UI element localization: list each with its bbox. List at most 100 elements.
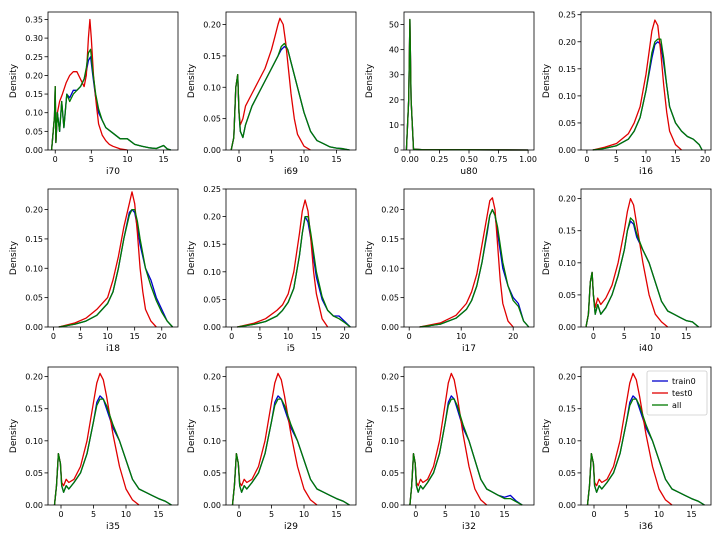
- x-tick-label: 15: [670, 155, 680, 164]
- x-tick-label: 10: [641, 155, 651, 164]
- plot-frame: [580, 11, 712, 151]
- x-axis-label: i40: [639, 344, 653, 354]
- x-tick-label: 0: [591, 332, 596, 341]
- x-tick-label: 0: [591, 510, 596, 519]
- subplot: 0 5 10 15 0.00 0.05 0.10 0.15 0.20 i29 Density: [187, 366, 357, 532]
- plot-frame: [580, 366, 712, 506]
- y-axis-label: Density: [542, 63, 552, 98]
- density-line: [409, 398, 523, 506]
- x-tick-label: 0: [236, 155, 241, 164]
- subplot: 0 5 10 15 0.00 0.05 0.10 0.15 0.20 i40 Density: [542, 188, 712, 354]
- legend-label: train0: [672, 377, 696, 386]
- y-tick-label: 0.10: [203, 83, 221, 92]
- legend-label: test0: [672, 389, 692, 398]
- density-line: [53, 372, 140, 506]
- legend: train0 test0 all: [646, 370, 708, 416]
- x-tick-label: 10: [122, 155, 132, 164]
- y-axis-label: Density: [542, 418, 552, 453]
- x-tick-label: 5: [269, 510, 274, 519]
- y-tick-label: 0.00: [203, 323, 221, 332]
- y-tick-label: 30: [389, 71, 399, 80]
- y-tick-label: 0.20: [558, 195, 576, 204]
- x-tick-label: 20: [157, 332, 167, 341]
- y-tick-label: 0.30: [25, 34, 43, 43]
- x-axis-label: i18: [106, 344, 120, 354]
- subplot: 0 5 10 15 0.00 0.05 0.10 0.15 0.20 i35 Density: [9, 366, 179, 532]
- y-tick-label: 0.00: [558, 501, 576, 510]
- y-axis-label: Density: [9, 418, 19, 453]
- density-line: [405, 18, 529, 151]
- x-tick-label: 0: [53, 155, 58, 164]
- x-tick-label: 0.25: [431, 155, 449, 164]
- y-axis-label: Density: [187, 240, 197, 275]
- x-tick-label: 10: [654, 510, 664, 519]
- y-tick-label: 40: [389, 46, 399, 55]
- density-line: [237, 215, 351, 328]
- x-tick-label: 15: [331, 510, 341, 519]
- subplot: 0.00 0.25 0.50 0.75 1.00 0 10 20 30 40 50 u80 Densit…: [365, 11, 537, 177]
- plot-frame: [580, 188, 712, 328]
- y-tick-label: 0.20: [25, 373, 43, 382]
- x-tick-label: 5: [78, 332, 83, 341]
- x-tick-label: 0: [58, 510, 63, 519]
- y-tick-label: 10: [389, 121, 399, 130]
- y-tick-label: 0.00: [25, 323, 43, 332]
- density-line: [419, 197, 514, 328]
- x-tick-label: 0: [407, 332, 412, 341]
- x-axis-label: i17: [462, 344, 476, 354]
- y-tick-label: 0.15: [203, 405, 221, 414]
- y-tick-label: 0.10: [381, 264, 399, 273]
- x-tick-label: 5: [89, 155, 94, 164]
- plot-frame: [47, 188, 179, 328]
- y-tick-label: 0.10: [558, 92, 576, 101]
- y-tick-label: 0.20: [25, 71, 43, 80]
- subplot: 0 5 10 15 20 0.00 0.05 0.10 0.15 0.20 0.25 i5 Densit…: [187, 185, 357, 354]
- x-tick-label: 5: [614, 155, 619, 164]
- y-tick-label: 0.00: [558, 323, 576, 332]
- density-line: [409, 372, 488, 506]
- y-tick-label: 0.05: [203, 469, 221, 478]
- x-tick-label: 15: [311, 332, 321, 341]
- x-tick-label: 20: [700, 155, 710, 164]
- plot-frame: [225, 366, 357, 506]
- x-axis-label: i16: [639, 167, 653, 177]
- subplot: 0 5 10 15 0.00 0.05 0.10 0.15 0.20 i36 Density trai…: [542, 366, 712, 532]
- plot-frame: [47, 11, 179, 151]
- x-tick-label: 0: [413, 510, 418, 519]
- y-tick-label: 0.20: [381, 373, 399, 382]
- y-tick-label: 0.00: [381, 501, 399, 510]
- density-line: [58, 191, 157, 328]
- density-line: [50, 56, 171, 151]
- x-tick-label: 10: [102, 332, 112, 341]
- y-tick-label: 0.15: [381, 235, 399, 244]
- y-tick-label: 0.10: [25, 437, 43, 446]
- y-tick-label: 0.00: [558, 146, 576, 155]
- y-tick-label: 0.10: [25, 264, 43, 273]
- x-tick-label: 5: [91, 510, 96, 519]
- x-axis-label: i29: [284, 522, 298, 532]
- density-line: [592, 41, 703, 151]
- x-axis-label: i5: [287, 344, 295, 354]
- y-tick-label: 0.20: [558, 38, 576, 47]
- y-tick-label: 0.20: [203, 21, 221, 30]
- density-line: [419, 208, 530, 328]
- y-tick-label: 0.10: [381, 437, 399, 446]
- plot-frame: [403, 11, 535, 151]
- density-line: [53, 398, 172, 506]
- y-tick-label: 0.15: [25, 235, 43, 244]
- y-tick-label: 0.05: [25, 294, 43, 303]
- y-tick-label: 0.25: [203, 185, 221, 194]
- x-tick-label: 0.00: [401, 155, 419, 164]
- y-tick-label: 0.00: [203, 146, 221, 155]
- y-tick-label: 0.00: [381, 323, 399, 332]
- y-axis-label: Density: [365, 240, 375, 275]
- density-line: [585, 217, 700, 328]
- density-line: [50, 48, 171, 151]
- y-tick-label: 0.15: [25, 405, 43, 414]
- y-axis-label: Density: [365, 418, 375, 453]
- subplot: 0 5 10 15 0.00 0.05 0.10 0.15 0.20 0.25 0.30 0.35 i7…: [9, 11, 179, 177]
- y-tick-label: 0.05: [25, 127, 43, 136]
- y-axis-label: Density: [9, 63, 19, 98]
- x-tick-label: 10: [456, 332, 466, 341]
